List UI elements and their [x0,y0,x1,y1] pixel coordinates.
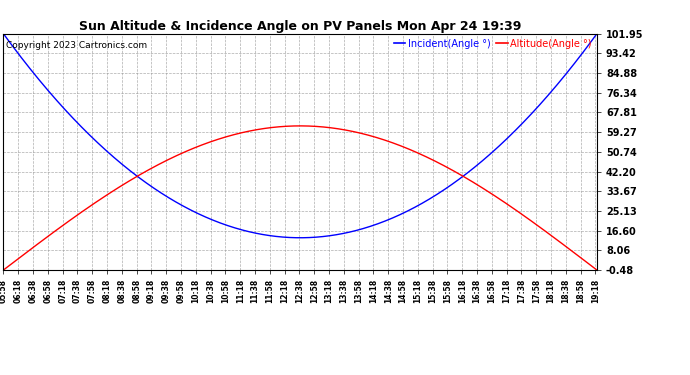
Title: Sun Altitude & Incidence Angle on PV Panels Mon Apr 24 19:39: Sun Altitude & Incidence Angle on PV Pan… [79,20,522,33]
Legend: Incident(Angle °), Altitude(Angle °): Incident(Angle °), Altitude(Angle °) [394,39,592,49]
Text: Copyright 2023 Cartronics.com: Copyright 2023 Cartronics.com [6,41,148,50]
